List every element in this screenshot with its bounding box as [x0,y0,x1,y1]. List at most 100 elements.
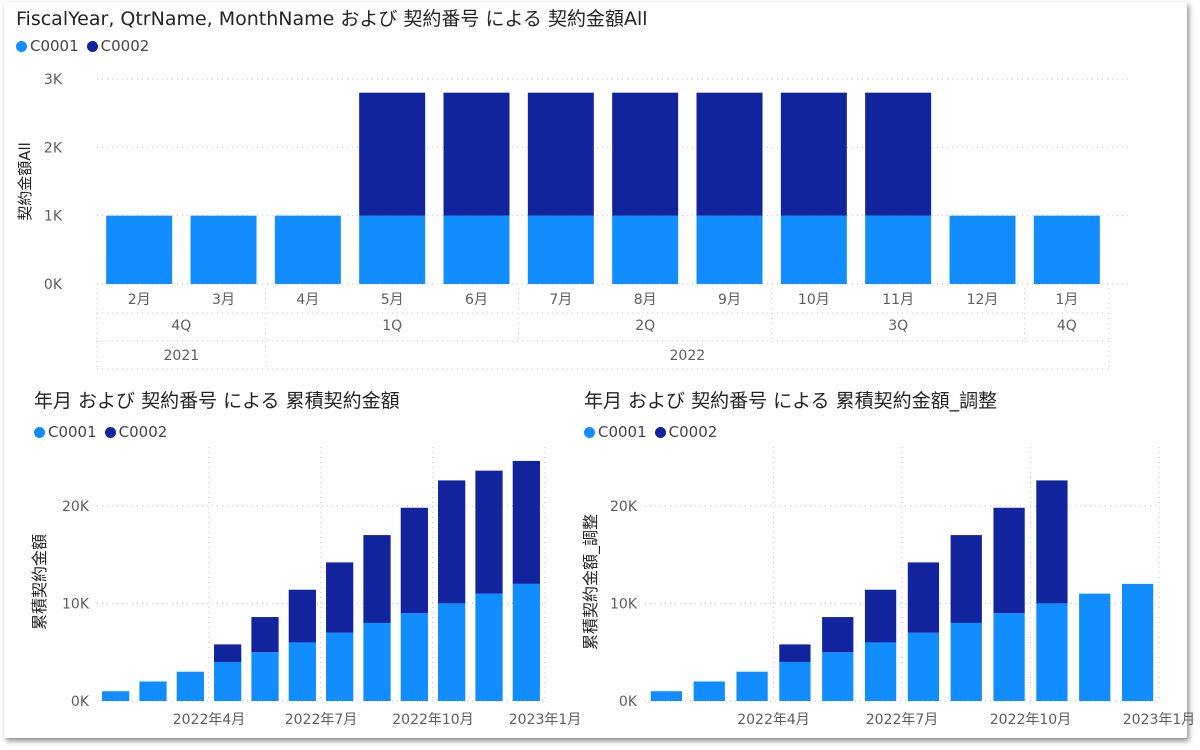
x-tick-label: 2023年1月 [1123,712,1196,728]
bar-c0001 [251,652,279,701]
bar-c0002 [822,617,854,653]
bar-c0002 [907,562,940,633]
chart1-legend[interactable]: C0001 C0002 [16,37,157,55]
legend-dot-icon [16,40,27,52]
bar-c0001 [102,691,130,701]
x-tick-label: 5月 [381,292,404,308]
bar-c0001 [443,215,510,284]
legend-item-c0002[interactable]: C0002 [654,423,718,441]
bar-c0002 [950,535,982,623]
bar-c0002 [475,470,503,594]
bar-c0002 [251,617,279,653]
x-tick-label: 1月 [1055,292,1078,308]
bar-c0001 [907,632,940,701]
bar-c0001 [993,613,1025,701]
bar-c0002 [864,589,897,643]
bar-c0002 [363,535,391,623]
legend-item-c0002[interactable]: C0002 [86,37,150,55]
legend-item-c0002[interactable]: C0002 [104,423,168,441]
quarter-label: 2Q [635,318,655,334]
legend-label: C0001 [48,423,97,441]
y-tick-label: 1K [44,209,63,225]
legend-label: C0001 [30,37,79,55]
x-tick-label: 2月 [128,292,151,308]
bar-c0002 [527,92,594,216]
bar-c0001 [363,622,391,701]
legend-dot-icon [584,426,595,438]
x-tick-label: 12月 [967,292,999,308]
bar-c0001 [106,215,173,284]
legend-label: C0002 [668,423,718,441]
chart3-legend[interactable]: C0001 C0002 [584,423,725,441]
report-canvas [4,2,1187,738]
x-tick-label: 2022年4月 [173,712,246,728]
y-tick-label: 20K [62,499,90,515]
bar-c0001 [822,652,854,701]
bar-c0001 [736,671,768,701]
bar-c0002 [865,92,932,216]
bar-c0002 [288,589,316,643]
x-tick-label: 2022年4月 [737,712,810,728]
x-tick-label: 2022年10月 [990,712,1071,728]
legend-label: C0002 [118,423,168,441]
legend-dot-icon [654,426,666,438]
y-tick-label: 0K [71,694,90,710]
x-tick-label: 8月 [634,292,657,308]
bar-c0001 [650,691,683,701]
bar-c0001 [527,215,594,284]
legend-dot-icon [86,40,98,52]
bar-c0002 [780,92,847,216]
bar-c0001 [214,661,242,701]
x-tick-label: 6月 [465,292,488,308]
y-tick-label: 0K [44,277,63,293]
bar-c0001 [1036,603,1068,701]
bar-c0001 [1121,583,1154,701]
bar-c0002 [438,480,466,604]
bar-c0001 [359,215,426,284]
bar-c0002 [696,92,763,216]
bar-c0002 [400,507,428,614]
bar-c0002 [359,92,426,216]
y-tick-label: 3K [44,72,63,88]
bar-c0002 [512,460,540,584]
x-tick-label: 2022年7月 [285,712,358,728]
legend-label: C0002 [100,37,150,55]
quarter-label: 4Q [171,318,191,334]
y-axis-title: 累積契約金額 [30,534,49,630]
legend-label: C0001 [598,423,647,441]
quarter-label: 4Q [1057,318,1077,334]
bar-c0001 [612,215,679,284]
bar-c0001 [780,215,847,284]
year-label: 2022 [670,348,706,364]
legend-item-c0001[interactable]: C0001 [584,423,647,441]
x-tick-label: 9月 [718,292,741,308]
y-tick-label: 20K [610,499,638,515]
bar-c0001 [950,622,982,701]
bar-c0001 [139,681,167,701]
y-tick-label: 2K [44,140,63,156]
legend-item-c0001[interactable]: C0001 [34,423,97,441]
bar-c0002 [1036,480,1068,604]
x-tick-label: 2022年7月 [866,712,939,728]
chart2-legend[interactable]: C0001 C0002 [34,423,175,441]
bar-c0001 [438,603,466,701]
quarter-label: 3Q [888,318,908,334]
chart1-title: FiscalYear, QtrName, MonthName および 契約番号 … [16,8,648,30]
quarter-label: 1Q [382,318,402,334]
legend-item-c0001[interactable]: C0001 [16,37,79,55]
x-tick-label: 4月 [296,292,319,308]
year-label: 2021 [164,348,200,364]
bar-c0001 [865,215,932,284]
x-tick-label: 3月 [212,292,235,308]
bar-c0001 [274,215,341,284]
x-tick-label: 7月 [549,292,572,308]
bar-c0001 [693,681,725,701]
bar-c0002 [326,562,354,633]
x-tick-label: 2023年1月 [509,712,582,728]
bar-c0001 [1079,593,1111,701]
bar-c0001 [288,642,316,701]
legend-dot-icon [34,426,45,438]
bar-c0001 [512,583,540,701]
bar-c0002 [443,92,510,216]
